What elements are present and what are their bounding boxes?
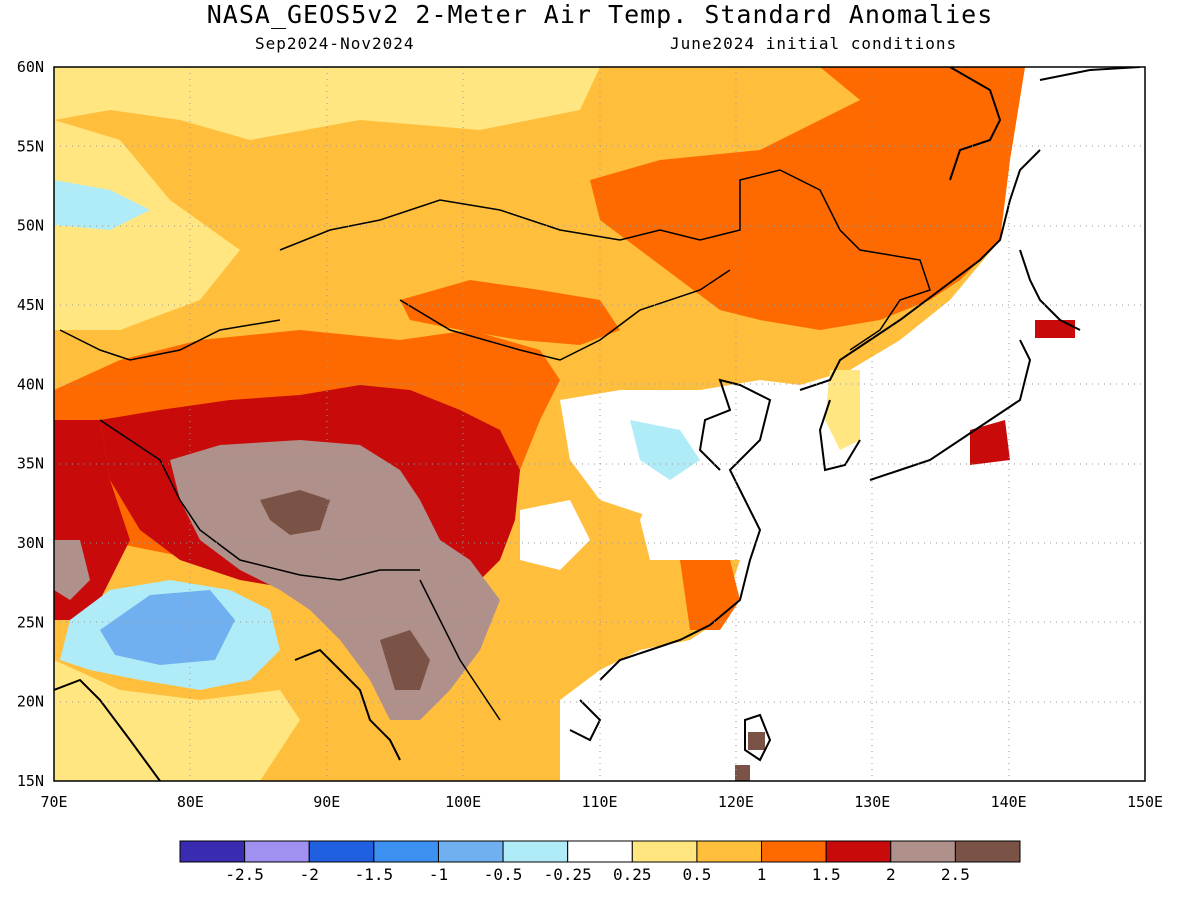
- colorbar-swatch: [954, 840, 1021, 863]
- colorbar-label: -2.5: [225, 865, 264, 884]
- coastlines: [54, 67, 1141, 781]
- lon-tick-label: 110E: [581, 793, 617, 811]
- cool-anomaly-kazakhstan: [54, 180, 150, 230]
- lat-tick-label: 25N: [17, 613, 44, 631]
- colorbar-label: 2: [886, 865, 896, 884]
- colorbar-label: -0.25: [544, 865, 592, 884]
- colorbar-swatch: [179, 840, 246, 863]
- colorbar-label: 0.5: [682, 865, 711, 884]
- lon-tick-label: 120E: [718, 793, 754, 811]
- lat-tick-label: 20N: [17, 693, 44, 711]
- lon-tick-label: 130E: [854, 793, 890, 811]
- lon-tick-label: 90E: [313, 793, 340, 811]
- lon-tick-label: 150E: [1127, 793, 1163, 811]
- colorbar-swatch: [437, 840, 504, 863]
- country-borders: [59, 169, 931, 721]
- colorbar-swatch: [308, 840, 375, 863]
- colorbar-swatch: [631, 840, 698, 863]
- colorbar-label: -1: [429, 865, 448, 884]
- lat-tick-label: 45N: [17, 296, 44, 314]
- forecast-period: Sep2024-Nov2024: [255, 34, 415, 53]
- lon-tick-label: 70E: [40, 793, 67, 811]
- colorbar-label: -1.5: [355, 865, 394, 884]
- lat-tick-label: 35N: [17, 455, 44, 473]
- colorbar-swatch: [567, 840, 633, 863]
- lat-tick-label: 60N: [17, 58, 44, 76]
- colorbar-label: 2.5: [941, 865, 970, 884]
- lat-tick-label: 40N: [17, 375, 44, 393]
- colorbar-label: -2: [300, 865, 319, 884]
- map-frame: [53, 66, 1146, 782]
- lat-tick-label: 55N: [17, 137, 44, 155]
- colorbar-label: 1: [757, 865, 767, 884]
- colorbar-label: -0.5: [484, 865, 523, 884]
- lon-tick-label: 100E: [445, 793, 481, 811]
- lat-tick-label: 50N: [17, 217, 44, 235]
- colorbar-swatch: [502, 840, 569, 863]
- initial-conditions: June2024 initial conditions: [670, 34, 958, 53]
- colorbar-swatch: [696, 840, 763, 863]
- chart-title: NASA_GEOS5v2 2-Meter Air Temp. Standard …: [206, 0, 994, 29]
- colorbar-swatch: [761, 840, 827, 863]
- colorbar-label: 0.25: [613, 865, 652, 884]
- lat-tick-label: 30N: [17, 534, 44, 552]
- colorbar-swatch: [244, 840, 310, 863]
- lon-tick-label: 140E: [991, 793, 1027, 811]
- colorbar-swatch: [825, 840, 892, 863]
- graticule: [54, 67, 1145, 781]
- colorbar-swatch: [890, 840, 956, 863]
- longitude-labels: 70E 80E 90E 100E 110E 120E 130E 140E 150E: [40, 793, 1163, 811]
- lat-tick-label: 15N: [17, 772, 44, 790]
- colorbar: -2.5 -2 -1.5 -1 -0.5 -0.25 0.25 0.5 1 1.5 2 2.5: [179, 840, 1021, 884]
- colorbar-label: 1.5: [812, 865, 841, 884]
- colorbar-swatch: [373, 840, 439, 863]
- latitude-labels: 15N 20N 25N 30N 35N 40N 45N 50N 55N 60N: [17, 58, 44, 790]
- lon-tick-label: 80E: [177, 793, 204, 811]
